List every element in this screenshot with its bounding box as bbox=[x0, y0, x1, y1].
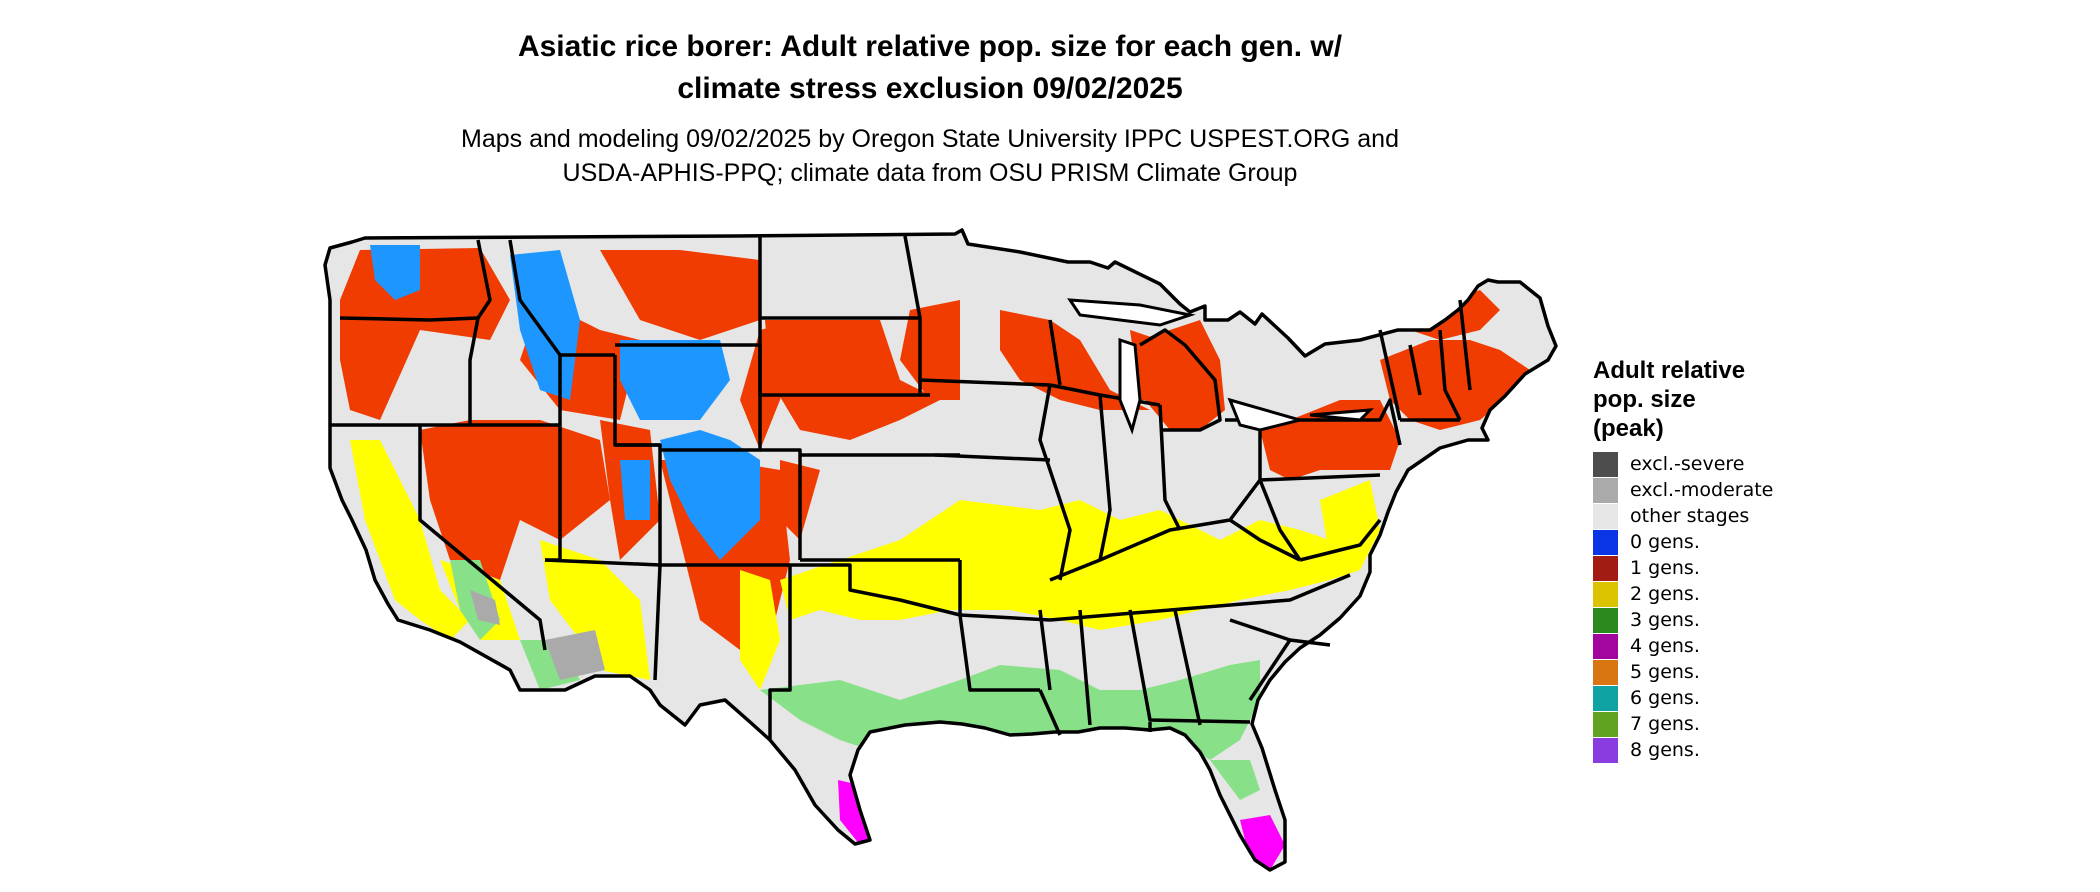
legend-title-line-2: pop. size bbox=[1593, 386, 1696, 413]
legend-swatch bbox=[1593, 503, 1618, 529]
legend-item-1-gens: 1 gens. bbox=[1593, 555, 1773, 581]
legend-items: excl.-severe excl.-moderate other stages… bbox=[1593, 451, 1773, 763]
legend-item-5-gens: 5 gens. bbox=[1593, 659, 1773, 685]
legend-item-excl-severe: excl.-severe bbox=[1593, 451, 1773, 477]
state-borders bbox=[323, 228, 1558, 872]
legend-item-3-gens: 3 gens. bbox=[1593, 607, 1773, 633]
legend-label: 0 gens. bbox=[1630, 531, 1700, 553]
legend-label: 2 gens. bbox=[1630, 583, 1700, 605]
legend-item-6-gens: 6 gens. bbox=[1593, 685, 1773, 711]
legend-swatch bbox=[1593, 581, 1618, 607]
map-subtitle-line-1: Maps and modeling 09/02/2025 by Oregon S… bbox=[461, 125, 1399, 153]
legend-item-2-gens: 2 gens. bbox=[1593, 581, 1773, 607]
legend-title-line-3: (peak) bbox=[1593, 415, 1664, 442]
legend-label: excl.-severe bbox=[1630, 453, 1745, 475]
legend-item-8-gens: 8 gens. bbox=[1593, 737, 1773, 763]
map-title-line-2: climate stress exclusion 09/02/2025 bbox=[677, 72, 1183, 105]
legend-swatch bbox=[1593, 711, 1618, 737]
legend-label: 5 gens. bbox=[1630, 661, 1700, 683]
legend-swatch bbox=[1593, 659, 1618, 685]
legend-swatch bbox=[1593, 737, 1618, 763]
legend-label: 4 gens. bbox=[1630, 635, 1700, 657]
region-0-gen bbox=[370, 245, 760, 560]
legend-swatch bbox=[1593, 607, 1618, 633]
map-title-line-1: Asiatic rice borer: Adult relative pop. … bbox=[517, 30, 1343, 63]
legend-label: other stages bbox=[1630, 505, 1750, 527]
map-subtitle-line-2: USDA-APHIS-PPQ; climate data from OSU PR… bbox=[562, 159, 1298, 187]
legend-swatch bbox=[1593, 477, 1618, 503]
legend-label: 7 gens. bbox=[1630, 713, 1700, 735]
legend-swatch bbox=[1593, 555, 1618, 581]
legend-item-0-gens: 0 gens. bbox=[1593, 529, 1773, 555]
map-title: Asiatic rice borer: Adult relative pop. … bbox=[300, 26, 1560, 110]
legend-label: 3 gens. bbox=[1630, 609, 1700, 631]
legend-item-7-gens: 7 gens. bbox=[1593, 711, 1773, 737]
legend-title-line-1: Adult relative bbox=[1593, 357, 1746, 384]
legend-swatch bbox=[1593, 451, 1618, 477]
legend-title: Adult relative pop. size (peak) bbox=[1593, 356, 1773, 443]
legend-label: 1 gens. bbox=[1630, 557, 1700, 579]
map-subtitle: Maps and modeling 09/02/2025 by Oregon S… bbox=[300, 122, 1560, 190]
region-excluded-moderate bbox=[470, 590, 605, 680]
legend-label: 8 gens. bbox=[1630, 739, 1700, 761]
legend-swatch bbox=[1593, 529, 1618, 555]
legend-swatch bbox=[1593, 685, 1618, 711]
great-lakes bbox=[1067, 298, 1374, 435]
map-legend: Adult relative pop. size (peak) excl.-se… bbox=[1593, 356, 1773, 763]
legend-swatch bbox=[1593, 633, 1618, 659]
legend-item-other-stages: other stages bbox=[1593, 503, 1773, 529]
legend-label: 6 gens. bbox=[1630, 687, 1700, 709]
legend-label: excl.-moderate bbox=[1630, 479, 1774, 501]
legend-item-4-gens: 4 gens. bbox=[1593, 633, 1773, 659]
legend-item-excl-moderate: excl.-moderate bbox=[1593, 477, 1773, 503]
